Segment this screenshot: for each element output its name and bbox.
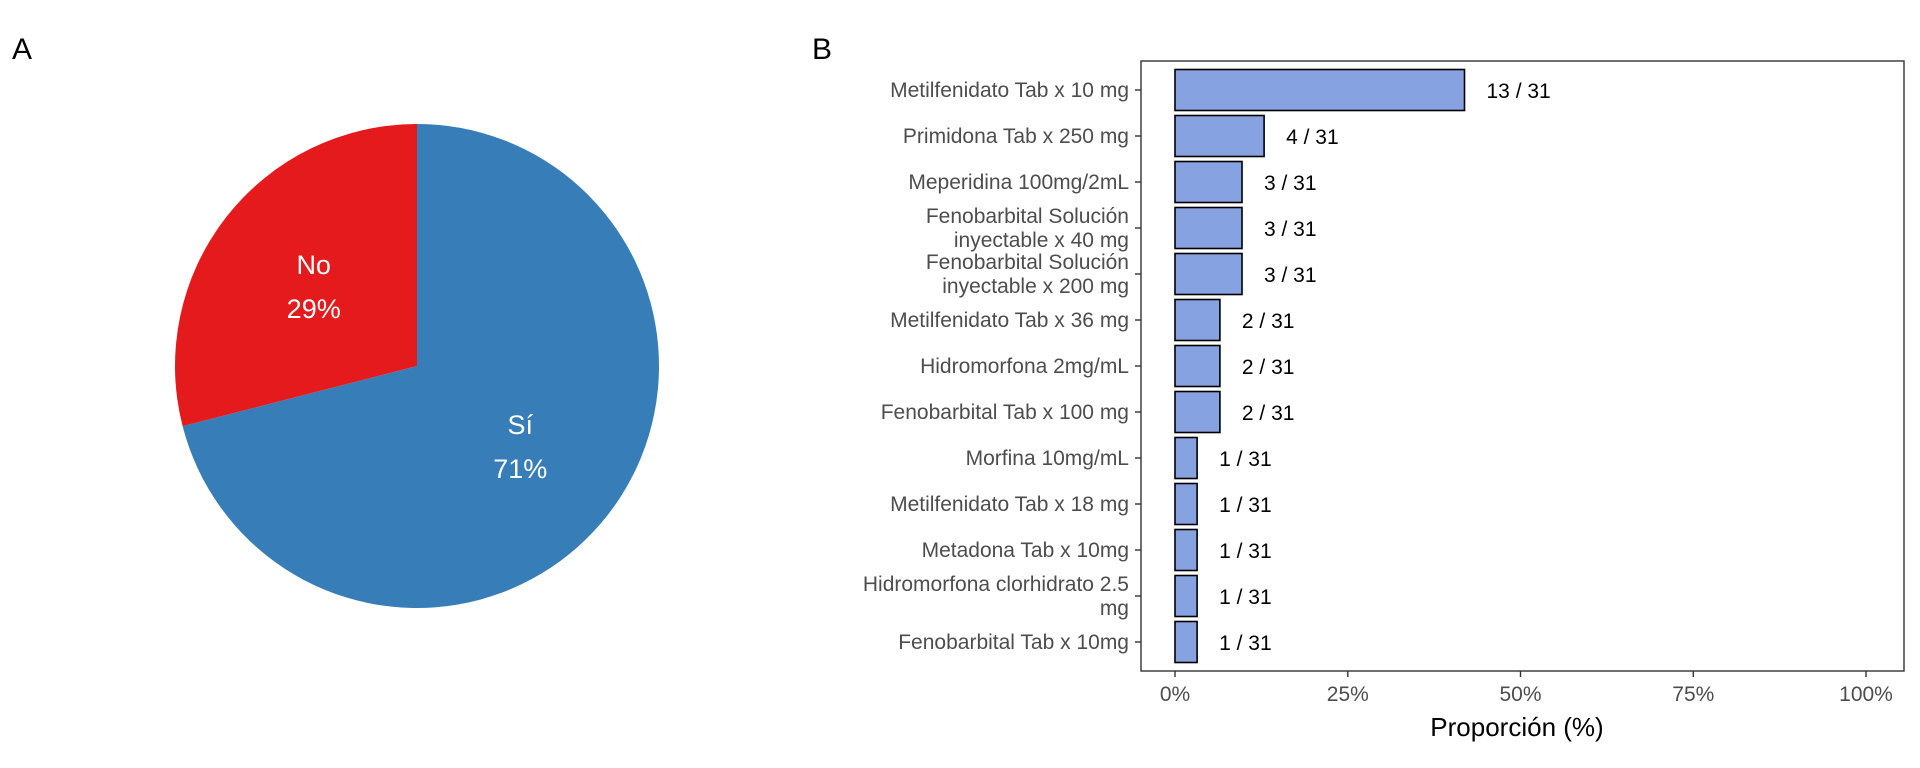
category-label: inyectable x 200 mg (942, 275, 1129, 298)
category-label: Hidromorfona clorhidrato 2.5 (863, 573, 1129, 596)
bar (1174, 620, 1198, 664)
bar-value-label: 3 / 31 (1264, 264, 1317, 287)
category-label: Hidromorfona 2mg/mL (920, 355, 1129, 378)
bar-value-label: 1 / 31 (1219, 494, 1272, 517)
category-label: Meperidina 100mg/2mL (908, 171, 1129, 194)
bar-value-label: 1 / 31 (1219, 540, 1272, 563)
x-tick-label: 50% (1499, 683, 1541, 706)
bar (1174, 206, 1243, 250)
bar (1174, 344, 1221, 388)
bar-chart: 13 / 31 4 / 31 3 / 31 3 / 31 3 / 31 2 / 31 2 /… (863, 60, 1905, 742)
category-label: Primidona Tab x 250 mg (903, 125, 1129, 148)
bar (1174, 574, 1198, 618)
category-label: Fenobarbital Tab x 100 mg (881, 401, 1129, 424)
bar (1174, 68, 1466, 112)
bar (1174, 252, 1243, 296)
category-label: Morfina 10mg/mL (966, 447, 1129, 470)
category-label: Metilfenidato Tab x 36 mg (890, 309, 1129, 332)
bar-value-label: 2 / 31 (1242, 402, 1295, 425)
pie-slice-percent: 71% (493, 454, 547, 484)
bar-value-label: 1 / 31 (1219, 586, 1272, 609)
bar (1174, 482, 1198, 526)
pie-slice-si (182, 124, 659, 608)
bar-value-label: 4 / 31 (1286, 126, 1339, 149)
x-tick-label: 75% (1672, 683, 1714, 706)
bar (1174, 160, 1243, 204)
category-label: Fenobarbital Solución (926, 205, 1129, 228)
pie-slice-percent: 29% (287, 294, 341, 324)
bar-value-label: 13 / 31 (1487, 80, 1551, 103)
bar (1174, 390, 1221, 434)
bar (1174, 436, 1198, 480)
bar (1174, 298, 1221, 342)
category-label: mg (1100, 597, 1129, 620)
category-label: Fenobarbital Tab x 10mg (898, 631, 1129, 654)
pie-slice-no (174, 124, 417, 427)
category-label: Metilfenidato Tab x 18 mg (890, 493, 1129, 516)
category-label: inyectable x 40 mg (954, 229, 1129, 252)
value-labels: 13 / 31 4 / 31 3 / 31 3 / 31 3 / 31 2 / 31 2 /… (1219, 80, 1551, 655)
category-label: Metadona Tab x 10mg (922, 539, 1129, 562)
bar-value-label: 3 / 31 (1264, 172, 1317, 195)
bar (1174, 528, 1198, 572)
category-label: Metilfenidato Tab x 10 mg (890, 79, 1129, 102)
bar-value-label: 1 / 31 (1219, 448, 1272, 471)
pie-slice-name: No (296, 250, 331, 280)
x-tick-label: 25% (1327, 683, 1369, 706)
panel-a-tag: A (12, 33, 32, 66)
bar-value-label: 2 / 31 (1242, 310, 1295, 333)
bars (1174, 68, 1466, 664)
panel-b-tag: B (812, 33, 832, 66)
pie-slice-name: Sí (508, 410, 534, 440)
bar (1174, 114, 1265, 158)
x-axis-title: Proporción (%) (1430, 712, 1603, 742)
x-tick-label: 100% (1839, 683, 1893, 706)
pie-chart: Sí 71% No 29% (174, 124, 659, 608)
bar-value-label: 1 / 31 (1219, 632, 1272, 655)
x-tick-label: 0% (1160, 683, 1190, 706)
bar-value-label: 2 / 31 (1242, 356, 1295, 379)
category-label: Fenobarbital Solución (926, 251, 1129, 274)
bar-value-label: 3 / 31 (1264, 218, 1317, 241)
category-labels: Metilfenidato Tab x 10 mg Primidona Tab x… (863, 79, 1141, 654)
x-axis: 0% 25% 50% 75% 100% (1160, 671, 1893, 706)
